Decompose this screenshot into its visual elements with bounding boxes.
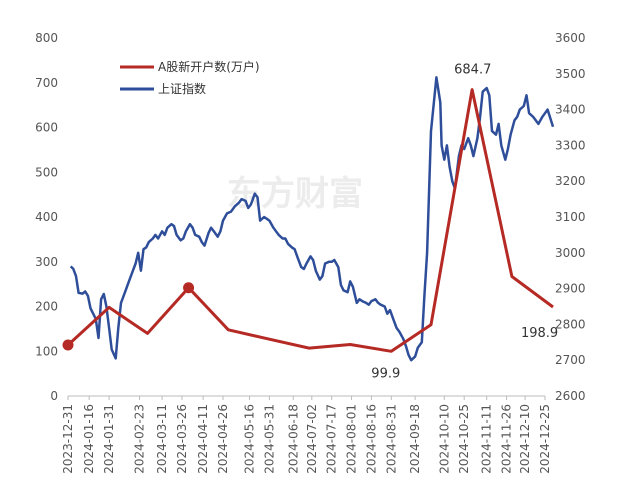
legend-label-shanghai-index: 上证指数	[158, 81, 206, 96]
x-tick-label: 2024-12-10	[518, 404, 532, 474]
x-tick-label: 2024-04-26	[216, 404, 230, 474]
x-tick-label: 2024-04-11	[196, 404, 210, 474]
series-line-shanghai-index	[69, 76, 555, 362]
data-label: 99.9	[371, 366, 400, 381]
x-tick-label: 2024-11-26	[500, 404, 514, 474]
right-tick-label: 3400	[555, 103, 586, 117]
x-tick-label: 2024-08-31	[384, 404, 398, 474]
right-tick-label: 2700	[555, 353, 586, 367]
x-axis-ticks: 2023-12-31 2024-01-16 2024-01-31 2024-02-23…	[61, 396, 552, 474]
left-tick-label: 100	[35, 344, 58, 358]
right-tick-label: 3500	[555, 67, 586, 81]
x-tick-label: 2024-08-16	[364, 404, 378, 474]
legend: A股新开户数(万户) 上证指数	[120, 59, 260, 96]
right-tick-label: 3200	[555, 174, 586, 188]
right-tick-label: 2600	[555, 389, 586, 403]
left-tick-label: 600	[35, 121, 58, 135]
right-tick-label: 3100	[555, 210, 586, 224]
data-label: 198.9	[521, 326, 558, 341]
data-label: 684.7	[454, 63, 491, 78]
x-tick-label: 2024-11-11	[480, 404, 494, 474]
x-tick-label: 2024-05-31	[262, 404, 276, 474]
left-tick-label: 700	[35, 76, 58, 90]
left-tick-label: 0	[50, 389, 58, 403]
right-tick-label: 3600	[555, 31, 586, 45]
x-tick-label: 2024-08-01	[345, 404, 359, 474]
left-tick-label: 400	[35, 210, 58, 224]
x-tick-label: 2024-01-16	[82, 404, 96, 474]
x-tick-label: 2024-06-18	[286, 404, 300, 474]
left-tick-label: 500	[35, 165, 58, 179]
right-tick-label: 2800	[555, 317, 586, 331]
x-tick-label: 2024-07-02	[305, 404, 319, 474]
x-tick-label: 2024-12-25	[538, 404, 552, 474]
right-tick-label: 3300	[555, 138, 586, 152]
annotation-layer: 684.7 99.9 198.9	[371, 63, 558, 382]
series-layer	[62, 76, 555, 362]
x-tick-label: 2024-09-18	[408, 404, 422, 474]
left-y-axis-ticks: 0 100 200 300 400 500 600 700 800	[35, 31, 58, 403]
x-tick-label: 2024-10-10	[437, 404, 451, 474]
x-tick-label: 2024-05-16	[243, 404, 257, 474]
legend-label-new-accounts: A股新开户数(万户)	[158, 59, 260, 74]
series-line-new-accounts	[66, 88, 554, 353]
x-tick-label: 2024-02-23	[133, 404, 147, 474]
x-tick-label: 2024-03-26	[175, 404, 189, 474]
x-tick-label: 2024-07-17	[325, 404, 339, 474]
series-marker-new-accounts	[183, 282, 195, 294]
left-tick-label: 800	[35, 31, 58, 45]
x-tick-label: 2023-12-31	[61, 404, 75, 474]
left-tick-label: 300	[35, 255, 58, 269]
x-tick-label: 2024-10-25	[457, 404, 471, 474]
right-tick-label: 2900	[555, 282, 586, 296]
right-tick-label: 3000	[555, 246, 586, 260]
x-tick-label: 2024-01-31	[102, 404, 116, 474]
x-tick-label: 2024-03-11	[155, 404, 169, 474]
right-y-axis-ticks: 2600 2700 2800 2900 3000 3100 3200 3300 3400 3500…	[555, 31, 586, 403]
left-tick-label: 200	[35, 300, 58, 314]
series-marker-new-accounts	[62, 339, 74, 351]
